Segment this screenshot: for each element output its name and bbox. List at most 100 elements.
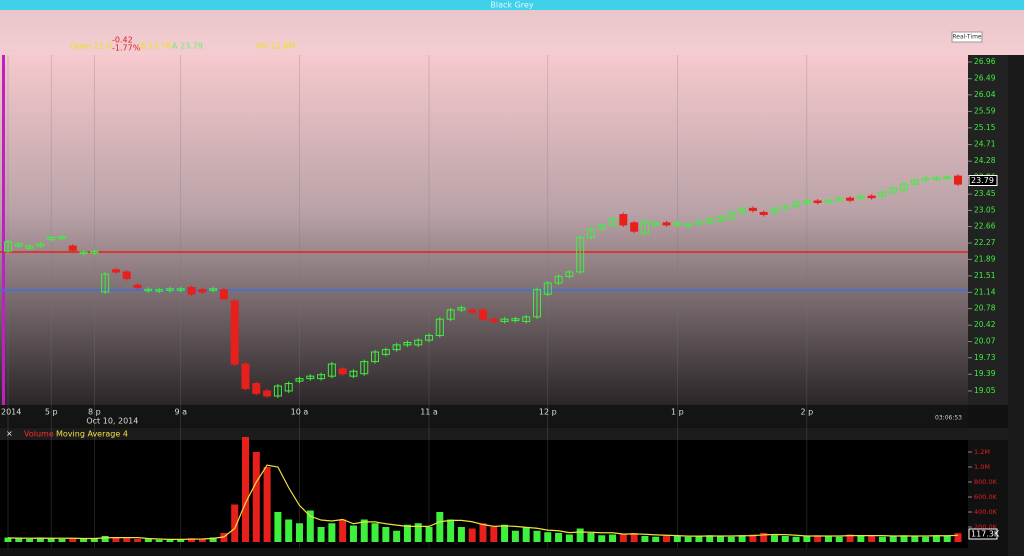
volume-bar — [69, 538, 77, 542]
volume-bar — [144, 539, 152, 542]
candle-body — [144, 288, 153, 292]
y-tick-label: 600.0K — [974, 493, 998, 501]
candle-body — [813, 200, 822, 204]
feed-label: Real-Time — [952, 34, 982, 41]
candle-body — [252, 383, 261, 394]
volume-bar — [4, 537, 12, 542]
volume-bar — [198, 539, 206, 542]
candle-body — [414, 339, 423, 346]
volume-bar — [436, 512, 444, 542]
volume-bar — [954, 533, 962, 542]
volume-bar — [555, 533, 563, 542]
volume-bar — [425, 527, 433, 542]
volume-bar — [706, 535, 714, 542]
volume-bar — [522, 527, 530, 542]
candle-body — [230, 300, 239, 365]
close-button[interactable]: ✕ — [6, 430, 13, 439]
quote-volume: Vol 12.9M — [256, 42, 295, 51]
volume-bar — [846, 534, 854, 542]
y-tick-label: 22.66 — [974, 222, 996, 231]
candle-body — [608, 218, 617, 226]
volume-bar — [447, 519, 455, 542]
volume-bar — [371, 523, 379, 542]
candle-body — [802, 200, 811, 204]
candle-body — [727, 211, 736, 220]
candle-body — [835, 197, 844, 201]
candle-body — [900, 183, 909, 191]
candle-body — [381, 349, 390, 355]
volume-bar — [770, 535, 778, 542]
candle-body — [856, 195, 865, 199]
candle-body — [155, 289, 164, 292]
volume-bar — [306, 510, 314, 542]
date-label: Oct 10, 2014 — [86, 417, 138, 426]
y-tick-label: 23.45 — [974, 189, 996, 198]
volume-bar — [134, 539, 142, 542]
volume-bar — [695, 536, 703, 542]
volume-bar — [274, 512, 282, 542]
candle-body — [889, 187, 898, 193]
volume-bar — [166, 539, 174, 542]
volume-bar — [544, 532, 552, 542]
volume-header — [0, 428, 1008, 440]
header — [0, 10, 1024, 55]
price-axis — [968, 55, 1010, 405]
volume-bar — [360, 519, 368, 542]
candle-body — [932, 177, 941, 180]
quote-bid: B 23.78 — [140, 42, 171, 51]
volume-bar — [641, 536, 649, 542]
candle-body — [597, 224, 606, 230]
candle-body — [14, 243, 23, 247]
y-tick-label: 800.0K — [974, 478, 998, 486]
last-price-label: 23.79 — [971, 176, 994, 185]
candle-body — [867, 195, 876, 199]
volume-bar — [26, 539, 34, 542]
x-tick-label: 12 p — [539, 408, 557, 417]
x-tick-label: 11 a — [420, 408, 438, 417]
volume-bar — [760, 533, 768, 542]
volume-bar — [878, 536, 886, 542]
volume-bar — [468, 528, 476, 542]
volume-bar — [393, 530, 401, 542]
volume-bar — [609, 534, 617, 542]
candle-body — [425, 334, 434, 341]
candle-body — [738, 207, 747, 213]
candle-body — [79, 251, 88, 255]
candle-body — [662, 222, 671, 226]
candle-body — [133, 284, 142, 288]
volume-bar — [328, 523, 336, 542]
volume-bar — [630, 533, 638, 542]
toolbar[interactable] — [1008, 55, 1024, 556]
candle-body — [511, 318, 520, 322]
window-controls[interactable] — [970, 1, 1010, 9]
volume-bar — [565, 534, 573, 542]
y-tick-label: 20.42 — [974, 320, 996, 329]
volume-bar — [652, 536, 660, 542]
feed-badge[interactable] — [951, 31, 983, 43]
candle-body — [187, 286, 196, 295]
candle-body — [943, 176, 952, 179]
y-tick-label: 25.15 — [974, 123, 996, 132]
candle-body — [565, 271, 574, 277]
x-tick-label: 2 p — [801, 408, 814, 417]
volume-bar — [684, 536, 692, 542]
volume-bar — [943, 536, 951, 542]
candle-body — [781, 205, 790, 209]
candle-body — [694, 221, 703, 225]
volume-bar — [403, 524, 411, 542]
candle-body — [36, 243, 45, 247]
candle-body — [770, 207, 779, 213]
y-tick-label: 400.0K — [974, 508, 998, 516]
y-tick-label: 26.96 — [974, 57, 996, 66]
candle-body — [576, 237, 585, 273]
candle-body — [846, 197, 855, 201]
candle-body — [403, 342, 412, 346]
candle-body — [371, 351, 380, 363]
volume-bar — [598, 535, 606, 542]
volume-bar — [922, 536, 930, 542]
x-tick-label: 2014 — [1, 408, 21, 417]
y-tick-label: 22.27 — [974, 238, 996, 247]
candle-body — [792, 201, 801, 207]
